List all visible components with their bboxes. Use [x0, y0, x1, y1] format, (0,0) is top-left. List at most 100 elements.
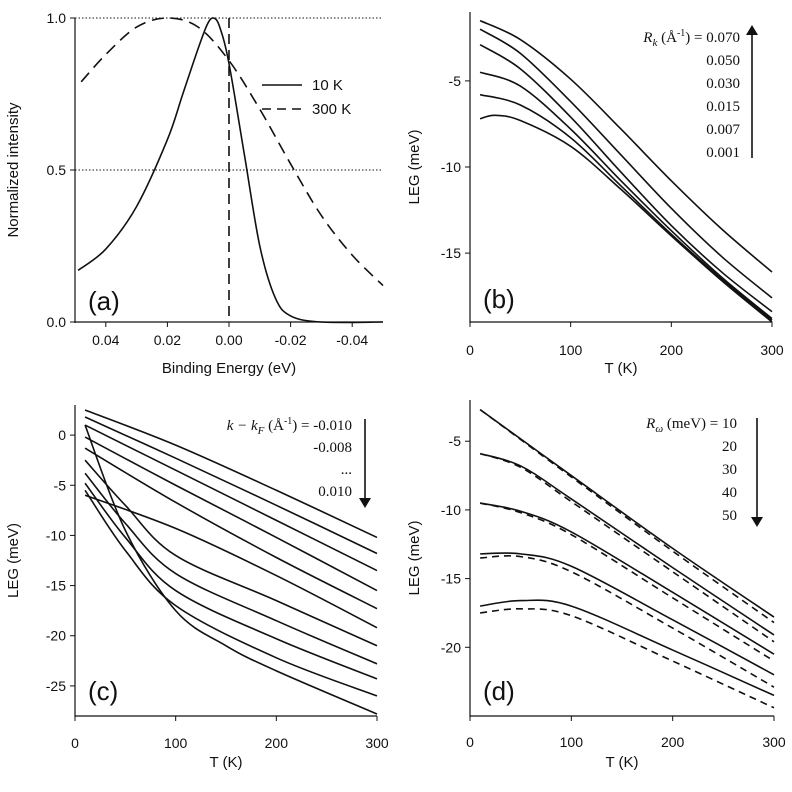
series-line — [480, 599, 775, 697]
series-line — [84, 436, 378, 592]
annotation-value: 0.001 — [706, 145, 740, 161]
y-tick-label: -5 — [54, 477, 67, 493]
series-line — [84, 489, 378, 697]
series-line — [479, 114, 773, 323]
panel-label: (c) — [88, 676, 118, 706]
chart-panel-a: 0.04 0.02 0.00 -0.02 -0.04 0.0 0.5 1.0 Binding E… — [5, 10, 384, 377]
x-axis-label: Binding Energy (eV) — [162, 360, 296, 377]
series-line — [479, 44, 773, 313]
x-tick-label: 0.02 — [154, 332, 181, 348]
x-tick-label: 0 — [466, 342, 474, 358]
parameter-annotation: k − kF (Å-1) = -0.010 — [227, 416, 352, 437]
panel-label: (d) — [483, 676, 515, 706]
panel-label: (a) — [88, 286, 120, 316]
x-tick-label: 200 — [660, 342, 684, 358]
x-tick-label: 0.04 — [92, 332, 119, 348]
annotation-value: 0.010 — [318, 484, 352, 500]
annotation-superscript: -1 — [284, 416, 292, 427]
annotation-superscript: -1 — [677, 28, 685, 39]
x-tick-label: 100 — [164, 735, 188, 751]
x-axis-label: T (K) — [209, 754, 242, 771]
y-tick-label: -10 — [46, 527, 66, 543]
x-axis-label: T (K) — [604, 360, 637, 377]
parameter-annotation: Rω (meV) = 10 — [645, 416, 737, 435]
annotation-unit: (Å — [264, 418, 284, 434]
y-tick-label: -25 — [46, 678, 66, 694]
annotation-value: 40 — [722, 485, 737, 501]
series-line — [479, 408, 775, 624]
series-line — [479, 19, 773, 273]
series-line — [480, 552, 775, 676]
annotation-subscript: ω — [655, 423, 663, 435]
x-tick-label: 200 — [661, 734, 685, 750]
series-line — [479, 502, 775, 655]
chart-panel-b: 0 100 200 300 -5 -10 -15 T (K) LEG (meV) (b) Rk (Å… — [406, 12, 784, 377]
y-axis-label: LEG (meV) — [5, 523, 22, 598]
annotation-value: 30 — [722, 462, 737, 478]
annotation-value: 20 — [722, 439, 737, 455]
series-line — [80, 17, 384, 287]
chart-panel-d: 0 100 200 300 -5 -10 -15 -20 T (K) LEG (meV) (d) Rω… — [406, 400, 786, 771]
x-tick-label: 100 — [560, 734, 584, 750]
series-line — [84, 424, 378, 715]
x-tick-label: 300 — [365, 735, 389, 751]
series-line — [480, 608, 775, 709]
annotation-value: ... — [341, 462, 352, 478]
y-tick-label: -10 — [441, 502, 461, 518]
annotation-value: = 10 — [706, 416, 737, 432]
legend-label: 10 K — [312, 77, 343, 94]
y-axis-label: LEG (meV) — [406, 520, 423, 595]
annotation-value: ) = 0.070 — [685, 30, 740, 46]
y-tick-label: -15 — [441, 245, 461, 261]
y-axis-label: Normalized intensity — [5, 102, 22, 238]
x-tick-label: 100 — [559, 342, 583, 358]
x-tick-label: 0.00 — [215, 332, 242, 348]
annotation-unit: (Å — [657, 30, 677, 46]
y-tick-label: -15 — [441, 571, 461, 587]
series-line — [84, 416, 378, 555]
y-tick-label: -5 — [449, 73, 462, 89]
annotation-value: 0.015 — [706, 99, 740, 115]
x-tick-label: 0 — [71, 735, 79, 751]
x-tick-label: 0 — [466, 734, 474, 750]
series-line — [84, 494, 378, 629]
series-line — [84, 482, 378, 680]
x-tick-label: 300 — [762, 734, 786, 750]
x-axis-label: T (K) — [605, 754, 638, 771]
annotation-symbol: R — [645, 416, 655, 432]
y-tick-label: 0 — [58, 427, 66, 443]
y-tick-label: -5 — [449, 433, 462, 449]
chart-panel-c: 0 100 200 300 0 -5 -10 -15 -20 -25 T (K) LEG (meV) (… — [5, 405, 389, 771]
annotation-value: 0.007 — [706, 122, 740, 138]
panel-label: (b) — [483, 284, 515, 314]
y-tick-label: -20 — [46, 628, 66, 644]
series-line — [479, 93, 773, 321]
x-tick-label: -0.04 — [336, 332, 368, 348]
series-line — [479, 452, 775, 636]
series-line — [479, 71, 773, 320]
series-line — [84, 424, 378, 572]
y-axis-label: LEG (meV) — [406, 129, 423, 204]
series-line — [479, 502, 775, 662]
y-tick-label: 1.0 — [47, 10, 67, 26]
y-tick-label: -15 — [46, 578, 66, 594]
annotation-subscript: F — [257, 425, 265, 437]
series-line — [84, 447, 378, 610]
x-tick-label: 200 — [265, 735, 289, 751]
x-tick-label: 300 — [760, 342, 784, 358]
series-line — [479, 28, 773, 299]
annotation-unit: (meV) — [663, 416, 706, 432]
y-tick-label: -10 — [441, 159, 461, 175]
y-tick-label: -20 — [441, 639, 461, 655]
annotation-subscript: k — [652, 37, 658, 49]
annotation-symbol: k − k — [227, 418, 258, 434]
y-tick-label: 0.0 — [47, 314, 67, 330]
series-line — [479, 452, 775, 643]
series-line — [480, 555, 775, 688]
legend-label: 300 K — [312, 101, 351, 118]
annotation-symbol: R — [642, 30, 652, 46]
series-line — [84, 409, 378, 539]
annotation-value: 0.050 — [706, 53, 740, 69]
annotation-value: 50 — [722, 508, 737, 524]
